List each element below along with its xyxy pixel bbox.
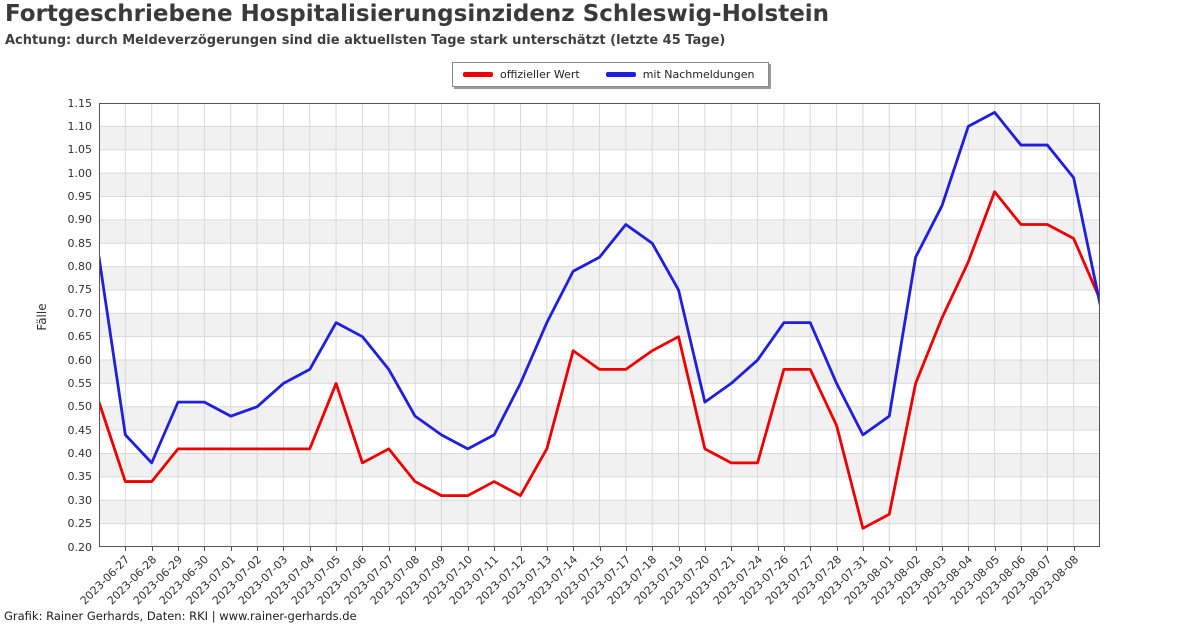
legend-label-nachmeldungen: mit Nachmeldungen [642,68,755,81]
y-tick-label: 0.55 [67,376,93,390]
x-tick-mark [283,547,285,551]
y-tick-label: 0.70 [67,306,93,320]
x-tick-mark [151,547,153,551]
x-tick-mark [889,547,891,551]
page-subtitle: Achtung: durch Meldeverzögerungen sind d… [5,33,726,48]
x-tick-mark [362,547,364,551]
x-tick-mark [230,547,232,551]
y-tick-label: 0.85 [67,236,93,250]
y-tick-label: 0.40 [67,447,93,460]
x-tick-mark [415,547,417,551]
x-tick-mark [257,547,259,551]
x-tick-mark [336,547,338,551]
x-tick-mark [441,547,443,551]
x-tick-mark [520,547,522,551]
legend: offizieller Wert mit Nachmeldungen [452,62,770,87]
legend-swatch-nachmeldungen [605,72,636,77]
y-tick-label: 1.15 [67,96,93,110]
y-tick-label: 0.75 [67,283,93,297]
y-tick-label: 0.95 [67,190,93,203]
x-tick-mark [178,547,179,551]
x-tick-mark [994,547,996,551]
line-chart [99,103,1100,547]
x-tick-mark [388,547,390,551]
x-tick-mark [941,547,943,551]
x-tick-mark [494,547,496,551]
y-tick-label: 0.60 [67,353,93,367]
footer-credit: Grafik: Rainer Gerhards, Daten: RKI | ww… [4,609,357,623]
x-tick-mark [467,547,469,551]
y-tick-label: 0.30 [67,493,93,507]
x-tick-mark [125,547,127,551]
y-tick-label: 0.25 [67,517,93,531]
x-tick-mark [757,547,759,551]
x-tick-mark [704,547,706,551]
y-tick-label: 0.80 [67,260,93,274]
y-tick-label: 0.65 [67,330,93,344]
y-tick-label: 0.20 [67,540,93,554]
y-tick-label: 0.50 [67,400,93,414]
x-tick-mark [309,547,311,551]
x-tick-mark [599,547,601,551]
legend-item-official: offizieller Wert [463,68,580,81]
legend-item-nachmeldungen: mit Nachmeldungen [605,68,755,81]
y-tick-label: 1.00 [67,166,93,180]
y-tick-label: 0.90 [67,213,93,227]
x-tick-mark [678,547,680,551]
legend-label-official: offizieller Wert [500,68,580,81]
x-tick-mark [783,547,785,551]
x-tick-mark [915,547,917,551]
x-tick-mark [652,547,654,551]
x-tick-mark [573,547,575,551]
x-tick-mark [204,547,206,551]
y-tick-label: 1.10 [67,119,93,133]
plot-area [99,103,1100,547]
x-tick-mark [731,547,733,551]
legend-swatch-official [463,72,493,77]
y-tick-label: 0.35 [67,470,93,484]
y-tick-label: 0.45 [67,423,93,437]
x-tick-mark [1021,547,1022,551]
x-tick-mark [1073,547,1075,551]
x-tick-mark [810,547,812,551]
x-tick-mark [862,547,864,551]
y-tick-label: 1.05 [67,143,93,157]
page-title: Fortgeschriebene Hospitalisierungsinzide… [5,1,830,27]
x-tick-mark [625,547,627,551]
x-tick-mark [968,547,970,551]
x-tick-mark [546,547,548,551]
x-tick-mark [1047,547,1049,551]
x-tick-mark [836,547,838,551]
